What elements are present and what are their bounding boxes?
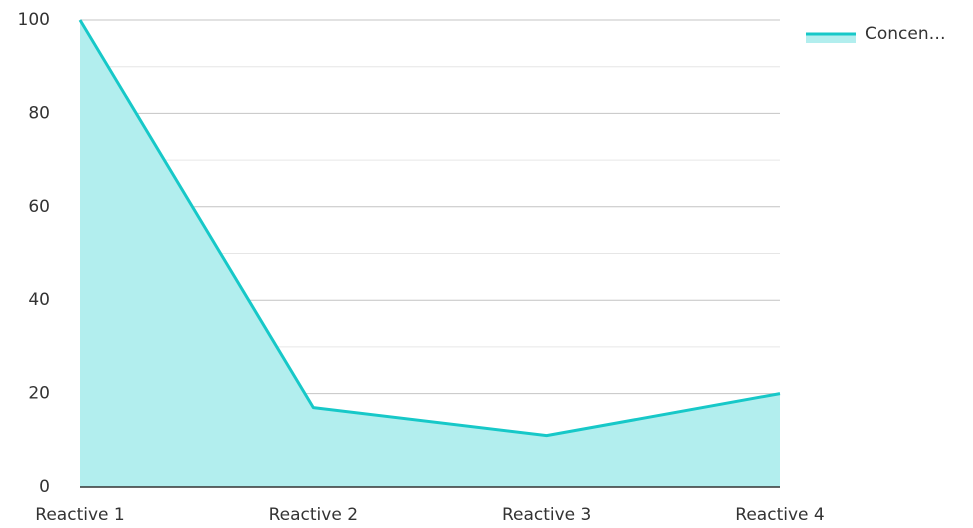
y-tick-label: 100: [18, 10, 50, 30]
x-tick-label: Reactive 4: [735, 505, 824, 525]
y-tick-label: 60: [28, 197, 50, 217]
line: [78, 19, 781, 438]
x-tick-label: Reactive 1: [35, 505, 124, 525]
area: [80, 20, 780, 487]
legend-swatch: [806, 34, 856, 43]
y-tick-label: 20: [28, 384, 50, 404]
x-tick-label: Reactive 2: [269, 505, 358, 525]
x-tick-label: Reactive 3: [502, 505, 591, 525]
y-tick-label: 80: [28, 103, 50, 123]
y-tick-label: 40: [28, 290, 50, 310]
legend-label: Concen…: [865, 24, 946, 44]
y-tick-label: 0: [39, 477, 50, 497]
